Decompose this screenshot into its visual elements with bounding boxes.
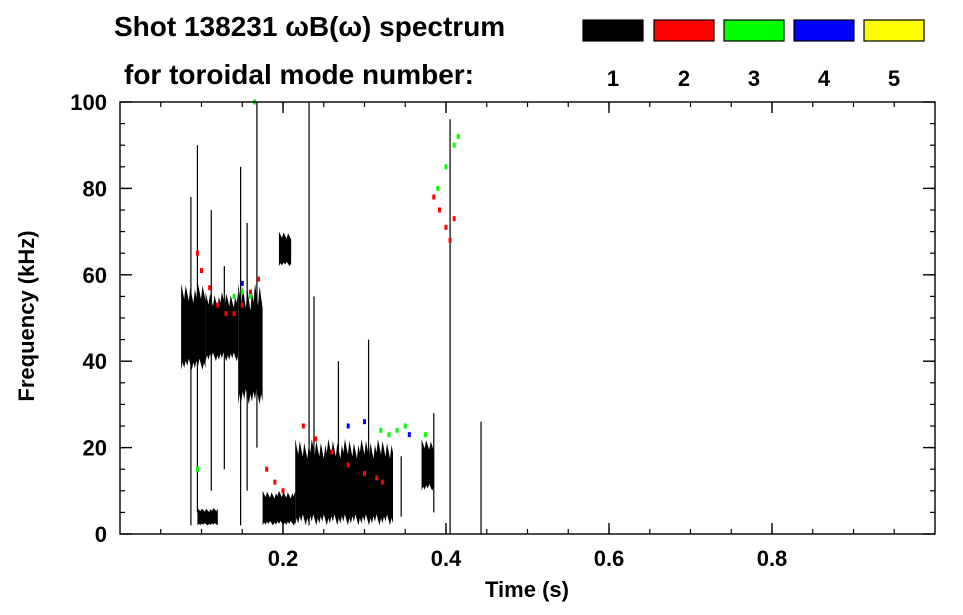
mode-4-point-2 <box>346 423 350 429</box>
legend: 1 2 3 4 5 <box>582 19 925 91</box>
mode-1-region-5 <box>278 231 292 267</box>
mode-2-point-11 <box>281 488 285 494</box>
mode-2-point-5 <box>232 311 236 317</box>
mode-2-point-12 <box>301 423 305 429</box>
mode-3-point-0 <box>232 293 236 299</box>
x-tick-label-2: 0.6 <box>594 546 625 571</box>
mode-2-point-2 <box>208 285 212 291</box>
mode-2-point-16 <box>363 471 366 477</box>
mode-2-point-0 <box>195 250 199 256</box>
mode-2-point-4 <box>224 311 228 317</box>
mode-2-point-15 <box>346 462 350 468</box>
mode-2-point-14 <box>330 449 334 455</box>
mode-1-region-1 <box>205 292 239 362</box>
chart-title: Shot 138231 ωB(ω) spectrum <box>114 11 505 42</box>
mode-3-point-12 <box>195 466 199 472</box>
mode-3-point-4 <box>387 432 391 438</box>
mode-1-region-3 <box>262 490 296 526</box>
mode-2-point-1 <box>200 267 203 273</box>
legend-label-2: 2 <box>678 66 690 91</box>
mode-3-point-7 <box>424 432 428 438</box>
mode-3-point-5 <box>395 427 399 433</box>
mode-2-point-22 <box>448 237 452 243</box>
series-mode-2 <box>195 194 456 494</box>
mode-3-point-1 <box>240 289 244 295</box>
mode-2-point-18 <box>380 479 384 485</box>
mode-2-point-7 <box>248 289 252 295</box>
mode-3-point-8 <box>436 185 440 191</box>
series-mode-3 <box>195 99 460 472</box>
legend-label-4: 4 <box>818 66 831 91</box>
mode-4-point-1 <box>363 419 366 425</box>
mode-3-point-3 <box>379 427 383 433</box>
mode-2-point-6 <box>240 302 244 308</box>
mode-3-point-10 <box>452 142 456 148</box>
y-tick-label-1: 20 <box>83 436 107 461</box>
mode-2-point-10 <box>273 479 277 485</box>
legend-swatch-5 <box>863 19 925 42</box>
mode-3-point-9 <box>444 164 448 170</box>
mode-1-region-7 <box>197 508 218 526</box>
legend-label-3: 3 <box>748 66 760 91</box>
mode-3-point-6 <box>403 423 407 429</box>
mode-2-point-3 <box>216 302 220 308</box>
mode-3-point-11 <box>456 134 460 140</box>
y-tick-label-2: 40 <box>83 349 107 374</box>
y-tick-label-4: 80 <box>83 176 107 201</box>
mode-1-region-2 <box>238 283 263 405</box>
mode-2-point-20 <box>437 207 441 213</box>
mode-2-point-17 <box>375 475 379 481</box>
mode-2-point-9 <box>265 466 269 472</box>
y-tick-label-5: 100 <box>70 90 107 115</box>
x-tick-label-3: 0.8 <box>757 546 788 571</box>
legend-label-5: 5 <box>888 66 900 91</box>
legend-swatch-1 <box>582 19 644 42</box>
chart-subtitle: for toroidal mode number: <box>124 59 474 90</box>
mode-1-region-6 <box>421 438 434 491</box>
mode-2-point-23 <box>452 216 456 222</box>
mode-2-point-13 <box>314 436 318 442</box>
mode-4-point-3 <box>407 432 411 438</box>
x-tick-label-1: 0.4 <box>431 546 462 571</box>
legend-swatch-4 <box>793 19 855 42</box>
mode-1-region-4 <box>295 438 394 526</box>
plot-area <box>181 99 482 534</box>
series-mode-4 <box>240 280 411 438</box>
series-mode-1 <box>181 102 482 534</box>
x-axis-label: Time (s) <box>485 577 569 602</box>
mode-1-region-0 <box>181 283 206 370</box>
legend-swatch-3 <box>723 19 785 42</box>
legend-swatch-2 <box>653 19 715 42</box>
mode-2-point-19 <box>432 194 436 200</box>
y-axis-label: Frequency (kHz) <box>14 230 39 401</box>
y-tick-label-0: 0 <box>95 522 107 547</box>
mode-4-point-0 <box>240 280 244 286</box>
mode-3-point-2 <box>248 293 252 299</box>
x-tick-label-0: 0.2 <box>268 546 299 571</box>
axes: 0.2 0.4 0.6 0.8 0 20 40 60 80 100 <box>70 90 936 571</box>
y-tick-label-3: 60 <box>83 263 107 288</box>
legend-label-1: 1 <box>607 66 619 91</box>
mode-2-point-8 <box>257 276 261 282</box>
mode-2-point-21 <box>444 224 448 230</box>
